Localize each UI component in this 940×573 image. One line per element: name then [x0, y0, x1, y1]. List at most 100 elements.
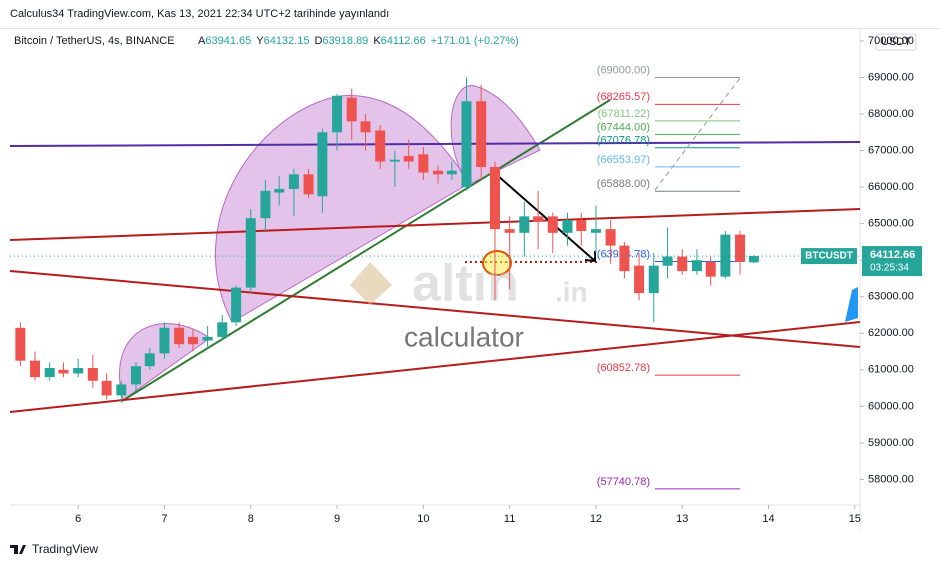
- candle-body: [174, 327, 185, 345]
- fib-label: (69000.00): [597, 64, 650, 76]
- candle-body: [748, 256, 759, 263]
- candle-body: [375, 130, 386, 162]
- candle-body: [619, 245, 630, 272]
- x-tick-label: 15: [849, 513, 861, 525]
- candle-body: [576, 220, 587, 231]
- x-tick-label: 13: [676, 513, 688, 525]
- x-tick-label: 11: [504, 513, 515, 525]
- candle-body: [461, 101, 472, 188]
- countdown: 03:25:34: [870, 263, 909, 274]
- candle-body: [144, 353, 155, 367]
- drawings: [9, 77, 861, 413]
- watermark: altın .in: [350, 255, 588, 313]
- candle-body: [116, 384, 127, 396]
- footer-logo: [10, 545, 26, 554]
- x-tick-label: 10: [417, 513, 429, 525]
- x-tick-label: 9: [334, 513, 340, 525]
- y-tick-label: 58000.00: [868, 473, 914, 485]
- trend-line: [9, 141, 861, 147]
- highlight: [482, 250, 512, 276]
- arrow-head: [584, 251, 596, 262]
- pattern-shape: [214, 95, 471, 323]
- symbol: Bitcoin / TetherUS, 4s, BINANCE: [14, 35, 175, 47]
- candle-body: [418, 154, 429, 173]
- ohlc-value: 64112.66: [381, 35, 426, 47]
- y-tick-label: 68000.00: [868, 108, 914, 120]
- ohlc-key: Y: [256, 35, 264, 47]
- candle-body: [202, 336, 213, 341]
- symbol-tag: [801, 248, 857, 265]
- watermark-suffix: .in: [555, 276, 588, 307]
- candle-body: [44, 367, 55, 378]
- y-tick-label: 62000.00: [868, 327, 914, 339]
- x-tick-label: 14: [762, 513, 774, 525]
- candle-body: [446, 170, 457, 175]
- candle-body: [504, 229, 515, 233]
- fib-label: (67444.00): [597, 121, 650, 133]
- pattern-shape: [119, 323, 211, 401]
- candle-body: [130, 366, 141, 385]
- fib-label: (66553.97): [597, 154, 650, 166]
- candle-body: [735, 234, 746, 263]
- ohlc-value: 64132.15: [264, 35, 310, 47]
- candle-body: [403, 156, 414, 162]
- series: (69000.00) (68265.57) (67811.22)(67444.00)…: [15, 64, 759, 490]
- y-tick-label: 70000.00: [868, 35, 914, 47]
- candle-body: [489, 167, 500, 230]
- projection-line: [654, 77, 741, 191]
- candle-body: [159, 327, 170, 354]
- fib-label: (67811.22): [598, 108, 650, 120]
- candle-body: [73, 367, 84, 374]
- price-tag-label: 64112.66: [870, 249, 915, 261]
- candle-body: [705, 262, 716, 277]
- watermark-sub: calculator: [404, 321, 524, 352]
- marker: [845, 287, 858, 322]
- candle-body: [101, 380, 112, 396]
- candle-body: [389, 159, 400, 162]
- candle-body: [519, 216, 530, 233]
- trend-line: [121, 99, 611, 402]
- candle-body: [217, 322, 228, 337]
- candle-body: [476, 101, 487, 168]
- candle-body: [691, 260, 702, 272]
- candle-body: [547, 216, 558, 233]
- publisher: Calculus34 TradingView.com, Kas 13, 2021…: [10, 8, 389, 20]
- candle-body: [605, 229, 616, 246]
- candle-body: [15, 327, 26, 361]
- watermark-logo: [350, 262, 392, 305]
- change: +171.01 (+0.27%): [431, 35, 519, 47]
- top-border: [0, 28, 940, 29]
- y-tick-label: 63000.00: [868, 291, 914, 303]
- trend-line: [9, 208, 861, 241]
- fib-label: (68265.57): [597, 91, 650, 103]
- candle-body: [30, 360, 41, 378]
- ohlc-value: 63941.65: [205, 35, 251, 47]
- candle-body: [720, 234, 731, 277]
- candle-body: [187, 336, 198, 345]
- fib-label: (65888.00): [597, 178, 650, 190]
- currency-button-label[interactable]: USDT: [881, 36, 911, 48]
- candle-body: [87, 367, 98, 381]
- candle-body: [648, 265, 659, 294]
- candle-body: [260, 190, 271, 219]
- candle-body: [562, 220, 573, 233]
- candle-body: [303, 174, 314, 195]
- y-tick-label: 65000.00: [868, 218, 914, 230]
- y-tick-label: 59000.00: [868, 437, 914, 449]
- fib-label: (60852.78): [597, 362, 650, 374]
- candle-body: [274, 188, 285, 193]
- candle-body: [634, 265, 645, 294]
- y-tick-label: 61000.00: [868, 364, 914, 376]
- candle-body: [245, 218, 256, 288]
- x-tick-label: 8: [248, 513, 254, 525]
- fib-label: (57740.78): [597, 476, 650, 488]
- fib-label: (67076.78): [597, 135, 650, 147]
- candle-body: [332, 95, 343, 133]
- x-tick-label: 6: [75, 513, 81, 525]
- trend-line: [9, 321, 861, 413]
- ohlc-key: K: [373, 35, 381, 47]
- currency-button[interactable]: [875, 33, 917, 51]
- x-tick-label: 12: [590, 513, 602, 525]
- candle-body: [346, 97, 357, 122]
- y-tick-label: 67000.00: [868, 144, 914, 156]
